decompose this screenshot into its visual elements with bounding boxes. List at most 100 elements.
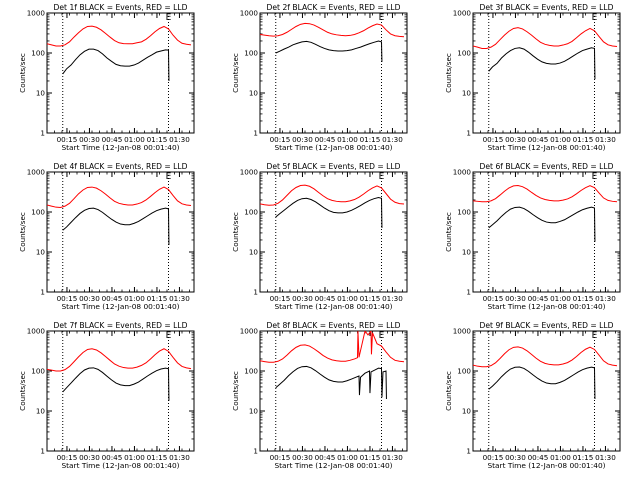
y-tick-label: 100: [244, 49, 258, 58]
plot-title: Det 7f BLACK = Events, RED = LLD: [54, 321, 188, 330]
plot-frame: [46, 12, 195, 134]
x-tick-label: 00:30: [505, 453, 526, 462]
events-line: [488, 206, 596, 242]
plot-frame: [46, 330, 195, 452]
plot-title: Det 8f BLACK = Events, RED = LLD: [267, 321, 401, 330]
plot-title: Det 4f BLACK = Events, RED = LLD: [54, 162, 188, 171]
saa-marker-label: E: [166, 331, 172, 341]
x-tick-label: 01:30: [169, 453, 190, 462]
y-tick-label: 1000: [453, 327, 472, 336]
plot-panel-7: Det 7f BLACK = Events, RED = LLD 1 10 100 10…: [18, 321, 195, 470]
x-tick-label: 00:15: [57, 135, 78, 144]
x-tick-label: 01:30: [595, 135, 616, 144]
saa-marker-label: E: [592, 331, 598, 341]
y-axis-label: Counts/sec: [444, 53, 453, 93]
saa-marker-label: E: [379, 331, 385, 341]
x-tick-label: 01:30: [382, 453, 403, 462]
y-tick-label: 1000: [27, 9, 46, 18]
events-line: [275, 40, 383, 62]
x-tick-label: 00:45: [102, 453, 123, 462]
lld-line: [260, 331, 405, 363]
x-tick-label: 00:45: [102, 294, 123, 303]
y-axis-label: Counts/sec: [231, 53, 240, 93]
y-tick-label: 100: [244, 367, 258, 376]
y-tick-label: 1000: [27, 327, 46, 336]
x-tick-label: 01:15: [573, 294, 594, 303]
y-tick-label: 1: [40, 288, 45, 297]
x-tick-label: 00:30: [292, 135, 313, 144]
y-tick-label: 100: [244, 208, 258, 217]
saa-marker-label: E: [166, 13, 172, 23]
x-tick-label: 01:15: [360, 294, 381, 303]
y-tick-label: 1: [40, 447, 45, 456]
x-tick-label: 01:15: [147, 135, 168, 144]
plot-panel-5: Det 5f BLACK = Events, RED = LLD 1 10 100 10…: [231, 162, 408, 311]
y-tick-label: 100: [31, 367, 45, 376]
x-tick-label: 01:30: [382, 135, 403, 144]
x-tick-label: 01:15: [360, 135, 381, 144]
x-tick-label: 01:00: [337, 135, 358, 144]
x-tick-label: 00:45: [528, 294, 549, 303]
x-tick-label: 01:30: [595, 294, 616, 303]
y-tick-label: 1: [466, 288, 471, 297]
plot-frame: [472, 330, 621, 452]
plot-title: Det 9f BLACK = Events, RED = LLD: [480, 321, 614, 330]
x-tick-label: 00:45: [528, 135, 549, 144]
y-tick-label: 10: [462, 89, 472, 98]
x-tick-label: 00:45: [102, 135, 123, 144]
events-line: [62, 207, 170, 245]
y-tick-label: 1: [40, 129, 45, 138]
plot-title: Det 6f BLACK = Events, RED = LLD: [480, 162, 614, 171]
events-line: [62, 48, 170, 81]
x-tick-label: 00:15: [270, 294, 291, 303]
y-tick-label: 10: [462, 407, 472, 416]
x-tick-label: 00:15: [483, 135, 504, 144]
y-tick-label: 100: [31, 49, 45, 58]
y-tick-label: 100: [31, 208, 45, 217]
x-tick-label: 01:00: [124, 453, 145, 462]
x-axis-label: Start Time (12-Jan-08 00:01:40): [274, 461, 392, 470]
x-tick-label: 01:30: [169, 294, 190, 303]
x-tick-label: 00:45: [315, 294, 336, 303]
y-tick-label: 10: [249, 89, 259, 98]
y-tick-label: 1: [466, 447, 471, 456]
y-tick-label: 100: [457, 208, 471, 217]
y-tick-label: 1000: [453, 168, 472, 177]
plot-title: Det 1f BLACK = Events, RED = LLD: [54, 3, 188, 12]
plot-panel-6: Det 6f BLACK = Events, RED = LLD 1 10 100 10…: [444, 162, 621, 311]
x-axis-label: Start Time (12-Jan-08 00:01:40): [487, 302, 605, 311]
saa-marker-label: E: [592, 13, 598, 23]
plot-panel-4: Det 4f BLACK = Events, RED = LLD 1 10 100 10…: [18, 162, 195, 311]
x-tick-label: 01:30: [382, 294, 403, 303]
lld-line: [47, 348, 192, 372]
lld-line: [260, 184, 405, 206]
x-tick-label: 00:15: [270, 453, 291, 462]
y-tick-label: 10: [249, 407, 259, 416]
y-tick-label: 1: [253, 288, 258, 297]
x-tick-label: 01:00: [550, 453, 571, 462]
y-axis-label: Counts/sec: [18, 212, 27, 252]
x-tick-label: 00:30: [292, 294, 313, 303]
events-line: [488, 47, 596, 80]
x-tick-label: 00:30: [79, 294, 100, 303]
y-tick-label: 1000: [240, 9, 259, 18]
x-axis-label: Start Time (12-Jan-08 00:01:40): [274, 143, 392, 152]
y-tick-label: 100: [457, 367, 471, 376]
y-tick-label: 1000: [240, 327, 259, 336]
x-tick-label: 01:00: [550, 135, 571, 144]
plot-panel-2: Det 2f BLACK = Events, RED = LLD 1 10 100 10…: [231, 3, 408, 152]
plot-panel-9: Det 9f BLACK = Events, RED = LLD 1 10 100 10…: [444, 321, 621, 470]
plot-frame: [472, 171, 621, 293]
x-tick-label: 00:45: [315, 453, 336, 462]
x-tick-label: 00:15: [57, 453, 78, 462]
x-tick-label: 00:30: [79, 453, 100, 462]
plot-frame: [46, 171, 195, 293]
x-tick-label: 00:15: [483, 453, 504, 462]
x-axis-label: Start Time (12-Jan-08 00:01:40): [487, 143, 605, 152]
plot-panel-8: Det 8f BLACK = Events, RED = LLD 1 10 100 10…: [231, 321, 408, 470]
y-tick-label: 1000: [27, 168, 46, 177]
x-tick-label: 01:15: [147, 294, 168, 303]
saa-marker-label: E: [166, 172, 172, 182]
y-tick-label: 1: [466, 129, 471, 138]
saa-marker-label: E: [379, 13, 385, 23]
